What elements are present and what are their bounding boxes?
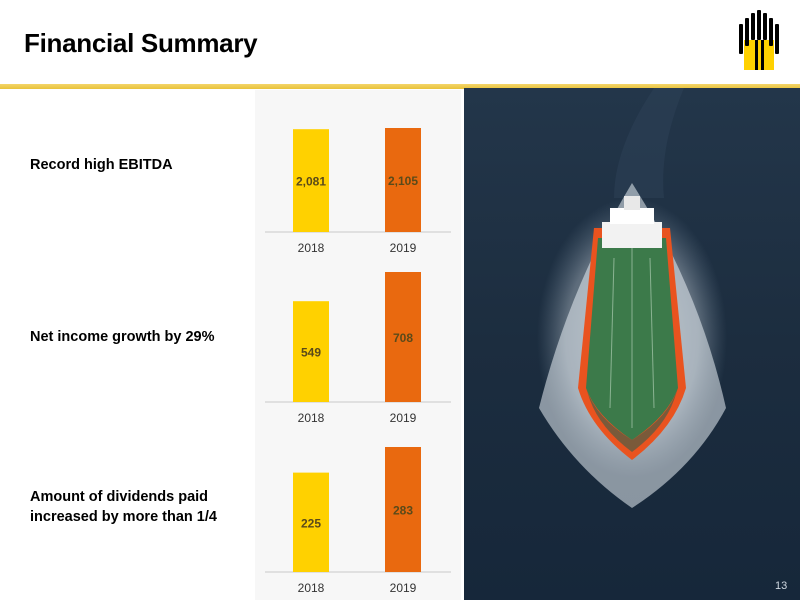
bar-value-label: 225: [301, 516, 321, 530]
highlight-label-line: Amount of dividends paid: [30, 489, 209, 505]
tanker-ship-photo: [464, 88, 800, 600]
bar-value-label: 2,081: [296, 175, 326, 189]
bar-chart-2: 549 2018 708 2019: [265, 272, 451, 425]
highlight-label-line: Record high EBITDA: [30, 157, 173, 173]
company-logo-icon: [739, 10, 779, 70]
bar-charts: 2,08120182,10520195492018708201922520182…: [265, 128, 451, 595]
bar-value-label: 2,105: [388, 174, 418, 188]
bar-2019: [385, 128, 421, 232]
x-tick-label: 2019: [390, 581, 417, 595]
highlight-label-net-income: Net income growth by 29%: [30, 327, 215, 347]
highlight-label-line: Net income growth by 29%: [30, 329, 215, 345]
x-tick-label: 2018: [298, 241, 325, 255]
x-tick-label: 2019: [390, 241, 417, 255]
x-tick-label: 2018: [298, 581, 325, 595]
bar-value-label: 283: [393, 504, 413, 518]
bar-2019: [385, 447, 421, 572]
bar-2019: [385, 272, 421, 402]
highlight-label-line: increased by more than 1/4: [30, 509, 217, 525]
bar-value-label: 708: [393, 331, 413, 345]
bar-chart-1: 2,081 2018 2,105 2019: [265, 128, 451, 255]
x-tick-label: 2019: [390, 411, 417, 425]
charts-panel: 2,081 2018 2,105 2019 549 2018 708 2019 225 2018 2…: [255, 90, 461, 600]
bar-2018: [293, 129, 329, 232]
page-number: 13: [775, 580, 788, 592]
bar-value-label: 549: [301, 346, 321, 360]
highlight-label-ebitda: Record high EBITDA: [30, 155, 173, 175]
header-divider: [0, 84, 800, 89]
x-tick-label: 2018: [298, 411, 325, 425]
bar-2018: [293, 301, 329, 402]
bar-chart-3: 225 2018 283 2019: [265, 447, 451, 595]
bar-2018: [293, 472, 329, 572]
highlight-label-dividends: Amount of dividends paid increased by mo…: [30, 487, 217, 527]
page-title: Financial Summary: [24, 28, 258, 58]
